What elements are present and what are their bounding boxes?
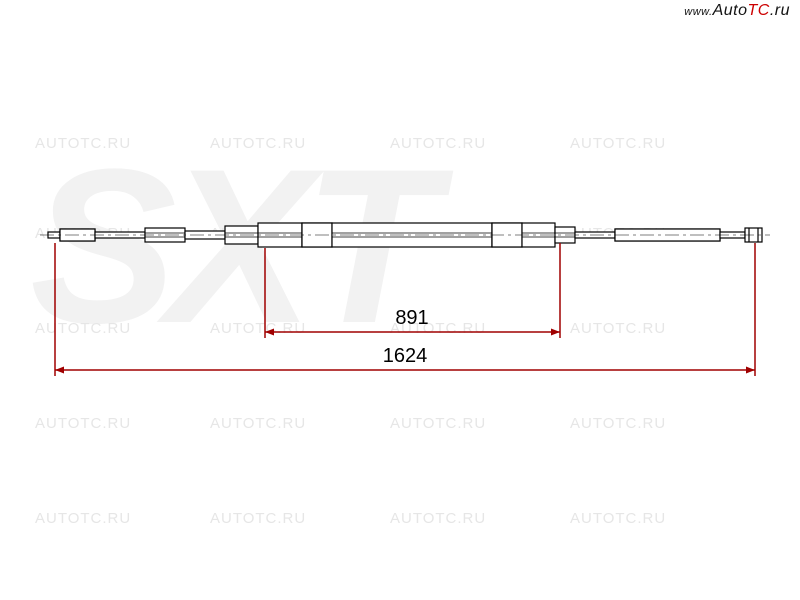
dimension-label: 891 xyxy=(395,307,428,329)
technical-drawing: 891 1624 xyxy=(0,0,800,600)
drawing-canvas: SXT AUTOTC.RUAUTOTC.RUAUTOTC.RUAUTOTC.RU… xyxy=(0,0,800,600)
dimension-label: 1624 xyxy=(383,345,428,367)
